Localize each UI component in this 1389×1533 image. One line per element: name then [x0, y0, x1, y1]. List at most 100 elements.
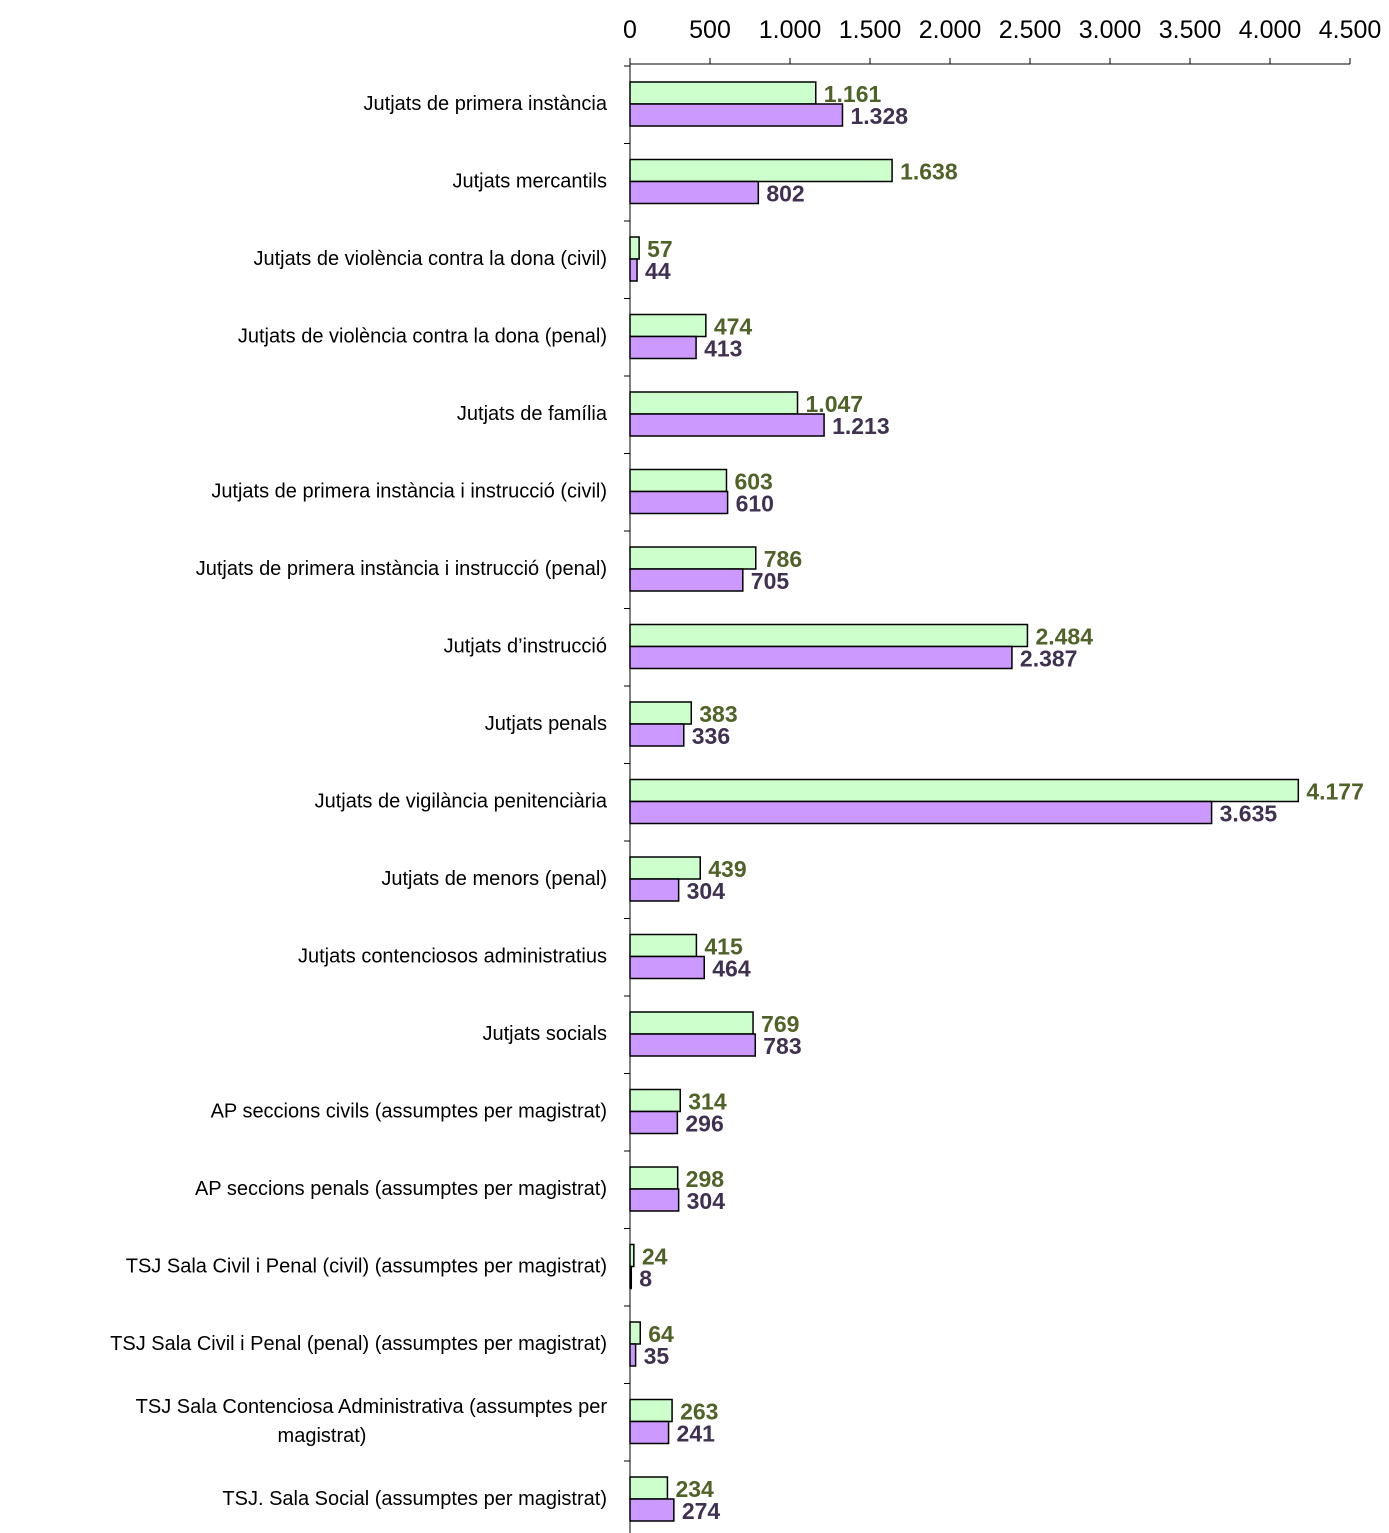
bar-series-1 [629, 701, 693, 725]
x-tick-label: 0 [623, 16, 637, 44]
value-label-series-1: 603 [734, 469, 772, 495]
value-label-series-2: 296 [685, 1111, 723, 1137]
category-label: Jutjats de primera instància i instrucci… [196, 558, 607, 580]
bar-series-1 [629, 1243, 635, 1268]
value-label-series-1: 24 [642, 1244, 668, 1270]
x-tick-label: 2.000 [919, 16, 982, 44]
value-label-series-2: 304 [687, 878, 726, 904]
value-label-series-2: 44 [645, 258, 671, 284]
value-label-series-2: 2.387 [1020, 646, 1078, 672]
bar-series-1 [629, 468, 728, 493]
bar-series-2 [629, 1498, 675, 1522]
category-label: Jutjats de violència contra la dona (pen… [238, 325, 607, 347]
value-label-series-2: 3.635 [1220, 801, 1278, 827]
value-label-series-1: 234 [675, 1476, 714, 1502]
value-label-series-1: 57 [647, 236, 673, 262]
category-label: Jutjats de menors (penal) [381, 868, 607, 890]
value-label-series-1: 314 [688, 1089, 727, 1115]
bar-series-1 [629, 236, 640, 260]
bar-series-2 [629, 568, 744, 592]
x-tick-label: 1.500 [839, 16, 902, 44]
value-label-series-2: 610 [736, 491, 774, 517]
value-label-series-2: 705 [751, 568, 790, 594]
bar-series-1 [629, 1321, 641, 1345]
bar-series-1 [629, 1476, 669, 1500]
value-label-series-1: 1.047 [806, 391, 864, 417]
bar-series-1 [629, 1088, 681, 1113]
value-label-series-2: 464 [712, 956, 751, 982]
value-label-series-1: 298 [686, 1166, 725, 1192]
value-label-series-2: 8 [639, 1266, 652, 1292]
bar-series-2 [629, 1265, 633, 1290]
value-label-series-1: 786 [764, 546, 802, 572]
bar-series-2 [629, 1343, 637, 1367]
x-tick-label: 1.000 [759, 16, 822, 44]
value-label-series-2: 241 [677, 1421, 716, 1447]
category-label: AP seccions civils (assumptes per magist… [211, 1100, 607, 1122]
bar-series-2 [629, 335, 697, 360]
value-label-series-2: 802 [766, 181, 804, 207]
bar-series-1 [629, 1166, 679, 1190]
category-label: Jutjats de primera instància i instrucci… [211, 480, 607, 502]
category-label: TSJ Sala Civil i Penal (penal) (assumpte… [110, 1333, 607, 1355]
value-label-series-1: 263 [680, 1399, 718, 1425]
value-label-series-1: 2.484 [1035, 624, 1093, 650]
bar-series-2 [629, 1110, 679, 1135]
value-label-series-2: 336 [692, 723, 730, 749]
category-label: Jutjats mercantils [453, 170, 608, 192]
x-tick-label: 500 [689, 16, 731, 44]
bar-series-1 [629, 623, 1029, 648]
category-label: Jutjats socials [483, 1023, 608, 1045]
bar-series-2 [629, 103, 844, 127]
category-label: TSJ. Sala Social (assumptes per magistra… [222, 1488, 607, 1510]
bar-series-1 [629, 856, 701, 880]
bar-series-2 [629, 723, 685, 747]
category-label: TSJ Sala Civil i Penal (civil) (assumpte… [126, 1255, 607, 1277]
category-label: Jutjats de família [457, 403, 608, 425]
value-label-series-2: 783 [763, 1033, 801, 1059]
value-label-series-1: 1.638 [900, 159, 958, 185]
bar-series-1 [629, 158, 893, 183]
value-label-series-1: 383 [699, 701, 737, 727]
value-label-series-2: 304 [687, 1188, 726, 1214]
value-label-series-2: 413 [704, 336, 742, 362]
bar-series-2 [629, 1033, 757, 1057]
value-label-series-1: 474 [714, 314, 753, 340]
bar-series-1 [629, 391, 799, 415]
bar-series-1 [629, 778, 1300, 803]
value-label-series-2: 35 [644, 1343, 670, 1369]
bar-series-1 [629, 313, 707, 338]
bar-series-2 [629, 645, 1013, 670]
value-label-series-2: 1.328 [850, 103, 908, 129]
value-label-series-1: 1.161 [824, 81, 882, 107]
category-label: Jutjats d’instrucció [444, 635, 607, 657]
bar-series-2 [629, 180, 760, 205]
value-label-series-2: 1.213 [832, 413, 890, 439]
value-label-series-1: 439 [708, 856, 746, 882]
value-label-series-1: 769 [761, 1011, 799, 1037]
value-label-series-1: 64 [648, 1321, 674, 1347]
x-tick-label: 2.500 [999, 16, 1062, 44]
bar-series-2 [629, 1420, 670, 1445]
x-tick-label: 4.000 [1239, 16, 1302, 44]
value-label-series-1: 4.177 [1306, 779, 1364, 805]
bar-series-1 [629, 1011, 754, 1035]
bar-series-2 [629, 955, 705, 980]
bar-series-1 [629, 81, 817, 105]
value-label-series-2: 274 [682, 1498, 721, 1524]
bar-series-2 [629, 490, 729, 515]
bar-series-2 [629, 1188, 680, 1212]
category-label: Jutjats de primera instància [364, 93, 608, 115]
value-label-series-1: 415 [704, 934, 743, 960]
category-label: AP seccions penals (assumptes per magist… [195, 1178, 607, 1200]
category-label: magistrat) [278, 1425, 367, 1447]
category-label: TSJ Sala Contenciosa Administrativa (ass… [136, 1396, 608, 1418]
category-label: Jutjats de vigilància penitenciària [315, 790, 608, 812]
bar-series-1 [629, 933, 698, 958]
x-tick-label: 3.500 [1159, 16, 1222, 44]
category-label: Jutjats contenciosos administratius [298, 945, 607, 967]
bar-series-2 [629, 258, 638, 282]
bar-series-2 [629, 878, 680, 902]
bar-series-2 [629, 800, 1213, 825]
